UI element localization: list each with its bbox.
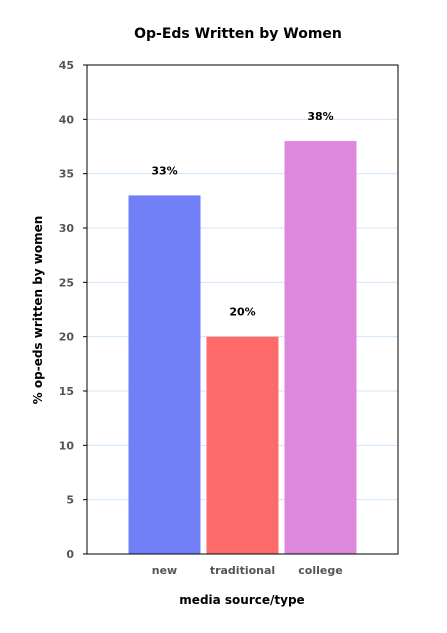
data-label: 20%: [229, 306, 255, 319]
y-tick-label: 40: [59, 113, 75, 126]
data-labels: 33% 20% 38%: [151, 110, 333, 319]
y-axis-ticks: 0 5 10 15 20 25 30 35 40 45: [59, 59, 87, 561]
bar-traditional: [206, 336, 279, 554]
y-tick-label: 30: [59, 222, 75, 235]
x-tick-label: traditional: [210, 564, 275, 577]
data-label: 38%: [307, 110, 333, 123]
bars: [128, 141, 357, 555]
bar-college: [284, 141, 357, 555]
y-tick-label: 0: [66, 548, 74, 561]
plot-frame: [86, 64, 399, 555]
y-tick-label: 5: [66, 494, 74, 507]
x-axis-title: media source/type: [179, 593, 304, 607]
y-tick-label: 45: [59, 59, 74, 72]
x-tick-label: new: [152, 564, 177, 577]
chart-title: Op-Eds Written by Women: [134, 26, 342, 42]
y-tick-label: 20: [59, 331, 75, 344]
x-axis-labels: new traditional college: [152, 564, 343, 577]
bar-new: [128, 195, 201, 554]
y-tick-label: 15: [59, 385, 74, 398]
y-tick-label: 35: [59, 168, 74, 181]
y-tick-label: 10: [59, 439, 75, 452]
y-tick-label: 25: [59, 276, 74, 289]
y-axis-title: % op-eds written by women: [31, 216, 45, 405]
data-label: 33%: [151, 164, 177, 177]
x-tick-label: college: [298, 564, 342, 577]
